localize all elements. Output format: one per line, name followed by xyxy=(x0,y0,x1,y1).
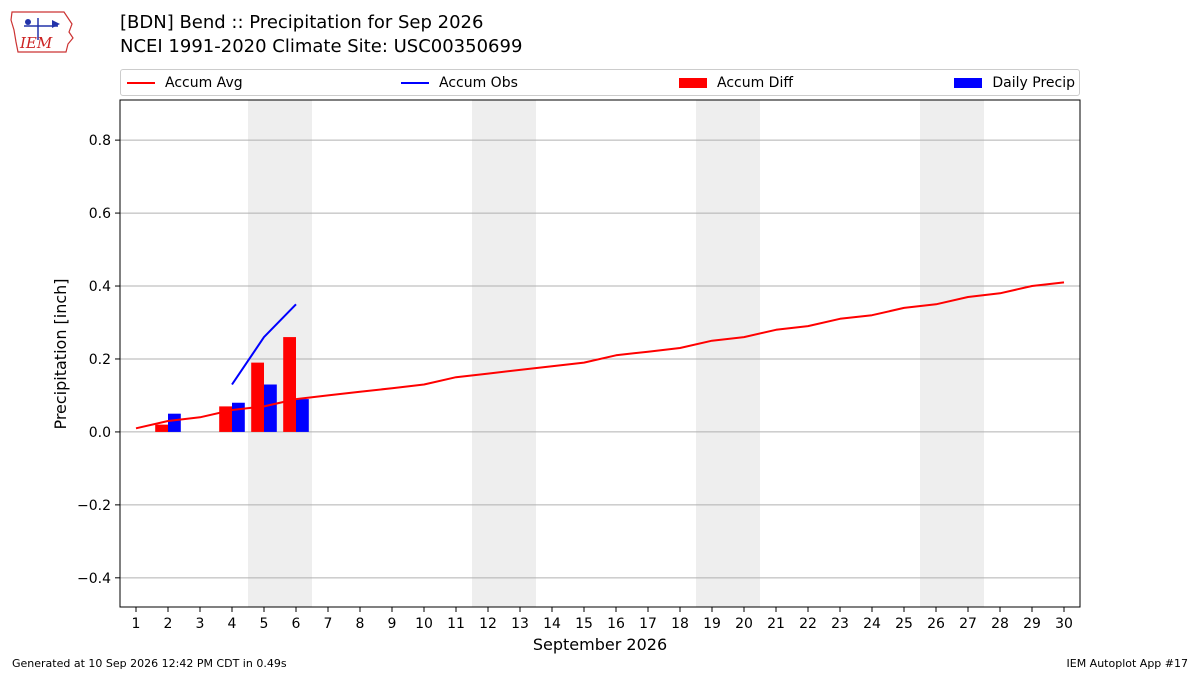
x-tick-label: 11 xyxy=(447,616,465,632)
daily-precip-bar xyxy=(232,402,245,432)
accum-diff-bar xyxy=(251,362,264,432)
chart-title: [BDN] Bend :: Precipitation for Sep 2026 xyxy=(120,12,484,33)
footer-app-id: IEM Autoplot App #17 xyxy=(1066,657,1189,670)
legend-item-accum-avg: Accum Avg xyxy=(127,70,243,95)
x-tick-label: 24 xyxy=(863,616,881,632)
legend-item-accum-obs: Accum Obs xyxy=(401,70,518,95)
x-axis-label: September 2026 xyxy=(533,635,667,654)
daily-precip-bar xyxy=(168,413,181,432)
x-tick-label: 1 xyxy=(132,616,141,632)
x-tick-label: 19 xyxy=(703,616,721,632)
x-tick-label: 14 xyxy=(543,616,561,632)
x-tick-label: 27 xyxy=(959,616,977,632)
x-tick-label: 8 xyxy=(356,616,365,632)
y-tick-label: 0.8 xyxy=(89,133,111,149)
legend-swatch-daily-precip xyxy=(954,77,983,88)
legend-swatch-accum-avg xyxy=(127,81,155,84)
weekend-shading xyxy=(248,100,984,607)
legend-swatch-accum-obs xyxy=(401,81,429,84)
y-tick-label: 0.4 xyxy=(89,279,111,295)
accum-diff-bar xyxy=(155,424,168,432)
x-tick-label: 28 xyxy=(991,616,1009,632)
weekend-shade-band xyxy=(920,100,984,607)
x-tick-label: 23 xyxy=(831,616,849,632)
iowa-state-outline xyxy=(10,11,74,53)
y-tick-label: −0.4 xyxy=(77,571,111,587)
x-tick-label: 15 xyxy=(575,616,593,632)
x-tick-label: 17 xyxy=(639,616,657,632)
x-tick-label: 26 xyxy=(927,616,945,632)
x-tick-label: 7 xyxy=(324,616,333,632)
y-tick-label: 0.6 xyxy=(89,206,111,222)
y-tick-label: −0.2 xyxy=(77,498,111,514)
x-tick-label: 3 xyxy=(196,616,205,632)
x-tick-label: 4 xyxy=(228,616,237,632)
legend-label-daily-precip: Daily Precip xyxy=(992,74,1075,91)
legend-label-accum-diff: Accum Diff xyxy=(717,74,794,91)
x-tick-label: 29 xyxy=(1023,616,1041,632)
accum-avg-line xyxy=(135,281,1065,430)
x-axis-ticks: 1 2 3 4 5 6 7 8 9 10 11 12 13 14 15 16 17 18 19 20 21 22 23 24 2… xyxy=(132,607,1073,632)
x-tick-label: 6 xyxy=(292,616,301,632)
daily-precip-bar xyxy=(264,384,277,432)
legend-label-accum-obs: Accum Obs xyxy=(439,74,518,91)
legend-item-accum-diff: Accum Diff xyxy=(679,70,793,95)
x-tick-label: 9 xyxy=(388,616,397,632)
x-tick-label: 22 xyxy=(799,616,817,632)
x-tick-label: 18 xyxy=(671,616,689,632)
chart-legend: Accum Avg Accum Obs Accum Diff Daily Pre… xyxy=(120,69,1080,96)
weekend-shade-band xyxy=(696,100,760,607)
x-tick-label: 13 xyxy=(511,616,529,632)
daily-precip-bar xyxy=(296,399,309,432)
x-tick-label: 16 xyxy=(607,616,625,632)
gridlines xyxy=(120,139,1080,579)
bars xyxy=(155,337,309,432)
x-tick-label: 5 xyxy=(260,616,269,632)
legend-swatch-accum-diff xyxy=(679,77,707,88)
legend-label-accum-avg: Accum Avg xyxy=(165,74,243,91)
weekend-shade-band xyxy=(472,100,536,607)
iem-logo: IEM xyxy=(10,11,74,53)
x-tick-label: 12 xyxy=(479,616,497,632)
chart-subtitle: NCEI 1991-2020 Climate Site: USC00350699 xyxy=(120,36,523,57)
legend-item-daily-precip: Daily Precip xyxy=(954,70,1075,95)
y-axis-label: Precipitation [inch] xyxy=(51,278,70,429)
accum-diff-bar xyxy=(219,406,232,432)
x-tick-label: 30 xyxy=(1055,616,1073,632)
x-tick-label: 20 xyxy=(735,616,753,632)
x-tick-label: 10 xyxy=(415,616,433,632)
logo-text: IEM xyxy=(19,34,53,52)
weekend-shade-band xyxy=(248,100,312,607)
accum-diff-bar xyxy=(283,337,296,432)
x-tick-label: 2 xyxy=(164,616,173,632)
accum-obs-line xyxy=(231,303,297,386)
y-tick-label: 0.2 xyxy=(89,352,111,368)
y-tick-label: 0.0 xyxy=(89,425,111,441)
x-tick-label: 21 xyxy=(767,616,785,632)
series-lines xyxy=(135,281,1065,430)
footer-generated-time: Generated at 10 Sep 2026 12:42 PM CDT in… xyxy=(12,657,287,670)
plot-frame xyxy=(119,99,1081,608)
y-axis-ticks: −0.4 −0.2 0.0 0.2 0.4 0.6 0.8 xyxy=(77,133,120,587)
x-tick-label: 25 xyxy=(895,616,913,632)
